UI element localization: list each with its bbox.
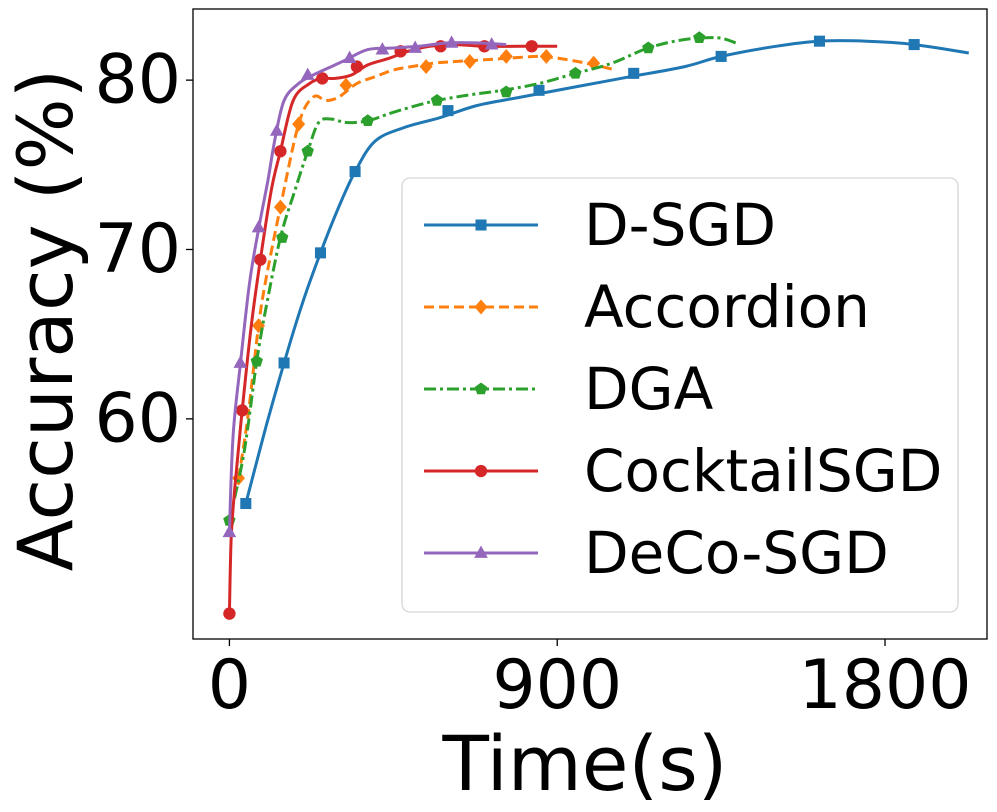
data-point-d-sgd — [442, 105, 454, 117]
data-point-dga — [430, 94, 444, 106]
series-accordion — [232, 48, 616, 486]
legend-marker-d-sgd — [475, 219, 487, 231]
data-point-accordion — [539, 48, 553, 64]
legend-label-cocktailsgd: CocktailSGD — [584, 437, 942, 505]
data-point-deco-sgd — [269, 123, 284, 136]
data-point-accordion — [419, 59, 433, 75]
data-point-dga — [642, 41, 655, 54]
data-point-accordion — [499, 48, 513, 64]
legend-label-accordion: Accordion — [584, 273, 870, 341]
data-point-accordion — [292, 116, 306, 132]
series-deco-sgd — [222, 35, 507, 538]
data-point-deco-sgd — [222, 524, 237, 538]
data-point-d-sgd — [533, 84, 545, 96]
axes-layer: 0 900 1800 60 70 80 — [94, 8, 988, 725]
legend-box — [401, 177, 959, 613]
data-point-d-sgd — [813, 35, 825, 47]
series-d-sgd — [240, 35, 970, 510]
y-tick-label: 80 — [94, 41, 181, 120]
data-point-accordion — [463, 54, 477, 69]
data-point-dga — [361, 114, 374, 126]
series-layer — [222, 31, 970, 620]
legend-entry-cocktailsgd: CocktailSGD — [424, 437, 942, 505]
series-line-d-sgd — [244, 39, 970, 504]
data-point-d-sgd — [314, 247, 327, 259]
data-point-deco-sgd — [444, 35, 459, 48]
data-point-deco-sgd — [251, 219, 266, 233]
data-point-d-sgd — [628, 67, 640, 79]
data-point-deco-sgd — [484, 37, 499, 50]
data-point-dga — [693, 31, 706, 43]
legend-marker-cocktailsgd — [474, 464, 488, 478]
data-point-d-sgd — [349, 166, 361, 178]
x-axis-label: Time(s) — [442, 719, 728, 808]
legend: D-SGD Accordion DGA CocktailSGD DeCo-SGD — [401, 177, 959, 613]
plot-frame — [192, 8, 988, 640]
legend-entry-accordion: Accordion — [424, 273, 870, 341]
data-point-accordion — [273, 199, 287, 215]
data-point-cocktailsgd — [235, 404, 249, 417]
series-cocktailsgd — [223, 40, 558, 620]
data-point-d-sgd — [240, 497, 252, 510]
data-point-cocktailsgd — [254, 253, 267, 266]
legend-marker-accordion — [474, 299, 488, 315]
legend-label-d-sgd: D-SGD — [584, 191, 776, 259]
legend-entry-d-sgd: D-SGD — [424, 191, 776, 259]
data-point-dga — [301, 144, 314, 157]
data-point-accordion — [339, 77, 353, 93]
data-point-cocktailsgd — [223, 607, 236, 620]
legend-entry-deco-sgd: DeCo-SGD — [424, 519, 889, 587]
data-point-deco-sgd — [375, 42, 390, 55]
data-point-dga — [276, 231, 289, 243]
data-point-deco-sgd — [300, 67, 315, 80]
data-point-cocktailsgd — [525, 40, 538, 53]
data-point-d-sgd — [278, 357, 290, 369]
data-point-deco-sgd — [408, 40, 422, 53]
data-point-dga — [250, 354, 263, 367]
y-tick-label: 70 — [94, 210, 181, 289]
x-tick-label: 900 — [492, 646, 622, 725]
legend-marker-dga — [474, 382, 488, 395]
x-tick-label: 0 — [208, 646, 251, 725]
data-point-cocktailsgd — [274, 145, 287, 158]
data-point-cocktailsgd — [350, 60, 364, 73]
data-point-deco-sgd — [342, 50, 357, 63]
x-tick-label: 1800 — [798, 646, 971, 725]
legend-entry-dga: DGA — [424, 355, 714, 423]
y-axis-label: Accuracy (%) — [1, 69, 90, 572]
series-line-accordion — [237, 54, 616, 479]
data-point-deco-sgd — [233, 355, 248, 368]
data-point-dga — [500, 85, 513, 98]
data-point-cocktailsgd — [316, 72, 329, 85]
series-line-deco-sgd — [227, 41, 507, 533]
data-point-dga — [569, 66, 582, 79]
legend-label-deco-sgd: DeCo-SGD — [584, 519, 889, 587]
data-point-d-sgd — [715, 50, 727, 62]
legend-label-dga: DGA — [584, 355, 714, 423]
data-point-d-sgd — [908, 39, 920, 51]
legend-marker-deco-sgd — [474, 545, 488, 558]
y-tick-label: 60 — [94, 379, 181, 458]
